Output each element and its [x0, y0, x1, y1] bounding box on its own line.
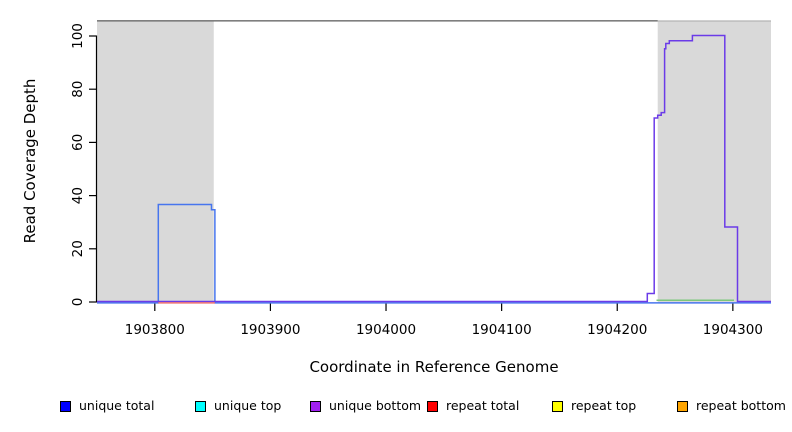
legend: unique total unique top unique bottom repea… [0, 398, 792, 418]
legend-swatch-icon [552, 400, 563, 412]
series-unique-total [97, 203, 771, 304]
repeat-region-right [657, 20, 771, 303]
legend-item-unique-bottom: unique bottom [310, 398, 421, 414]
series-unique-bottom [97, 34, 771, 303]
legend-swatch-icon [310, 400, 321, 412]
legend-label: repeat top [571, 398, 637, 413]
legend-label: repeat total [446, 398, 520, 413]
x-tick-label: 1903900 [240, 322, 300, 338]
x-tick-label: 1904200 [587, 322, 647, 338]
legend-item-repeat-top: repeat top [552, 398, 636, 414]
legend-label: unique total [79, 398, 155, 413]
y-tick-label: 0 [70, 298, 86, 307]
legend-item-repeat-bottom: repeat bottom [677, 398, 786, 414]
legend-swatch-icon [427, 400, 438, 412]
legend-item-unique-total: unique total [60, 398, 154, 414]
repeat-region-left [97, 20, 214, 303]
x-tick-label: 1904100 [472, 322, 532, 338]
y-tick-label: 60 [70, 134, 86, 151]
legend-label: unique bottom [329, 398, 422, 413]
legend-swatch-icon [60, 400, 71, 412]
x-tick-label: 1903800 [125, 322, 185, 338]
y-axis-title: Read Coverage Depth [21, 78, 39, 244]
legend-item-unique-top: unique top [195, 398, 281, 414]
y-tick-label: 40 [70, 187, 86, 204]
legend-label: repeat bottom [696, 398, 786, 413]
y-tick-label: 20 [70, 240, 86, 257]
x-tick-label: 1904000 [356, 322, 416, 338]
y-tick-label: 100 [70, 23, 86, 49]
legend-label: unique top [214, 398, 282, 413]
y-tick-label: 80 [70, 81, 86, 98]
legend-swatch-icon [677, 400, 688, 412]
x-tick-label: 1904300 [703, 322, 763, 338]
legend-item-repeat-total: repeat total [427, 398, 519, 414]
legend-swatch-icon [195, 400, 206, 412]
x-axis-title: Coordinate in Reference Genome [309, 358, 559, 376]
